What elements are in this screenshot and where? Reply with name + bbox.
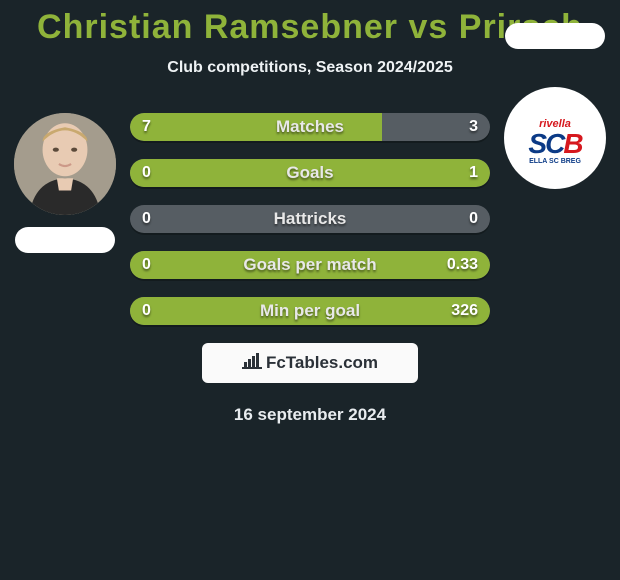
right-column: rivella SCB ELLA SC BREG xyxy=(500,113,610,325)
comparison-content: 73Matches 01Goals 00Hattricks 00.33Goals pe… xyxy=(0,113,620,325)
subtitle: Club competitions, Season 2024/2025 xyxy=(0,59,620,77)
date-text: 16 september 2024 xyxy=(0,405,620,425)
player-right-club-badge: rivella SCB ELLA SC BREG xyxy=(504,87,606,189)
player-right-country-pill xyxy=(505,23,605,49)
badge-bottom-text: ELLA SC BREG xyxy=(529,158,581,165)
player-left-name: Christian Ramsebner xyxy=(37,8,398,46)
player-left-avatar xyxy=(14,113,116,215)
vs-text: vs xyxy=(408,8,448,46)
stat-label: Matches xyxy=(130,113,490,141)
chart-icon xyxy=(242,344,262,384)
player-left-country-pill xyxy=(15,227,115,253)
avatar-placeholder-icon xyxy=(14,113,116,215)
stat-bar: 73Matches xyxy=(130,113,490,141)
stat-bar: 0326Min per goal xyxy=(130,297,490,325)
stats-column: 73Matches 01Goals 00Hattricks 00.33Goals pe… xyxy=(130,113,490,325)
footer: FcTables.com 16 september 2024 xyxy=(0,343,620,425)
stat-label: Goals per match xyxy=(130,251,490,279)
stat-label: Hattricks xyxy=(130,205,490,233)
stat-label: Goals xyxy=(130,159,490,187)
stat-label: Min per goal xyxy=(130,297,490,325)
logo-text: FcTables.com xyxy=(266,353,378,372)
left-column xyxy=(10,113,120,325)
stat-bar: 00.33Goals per match xyxy=(130,251,490,279)
stat-bar: 00Hattricks xyxy=(130,205,490,233)
badge-mid-text: SCB xyxy=(528,130,581,158)
site-logo[interactable]: FcTables.com xyxy=(202,343,418,383)
stat-bar: 01Goals xyxy=(130,159,490,187)
